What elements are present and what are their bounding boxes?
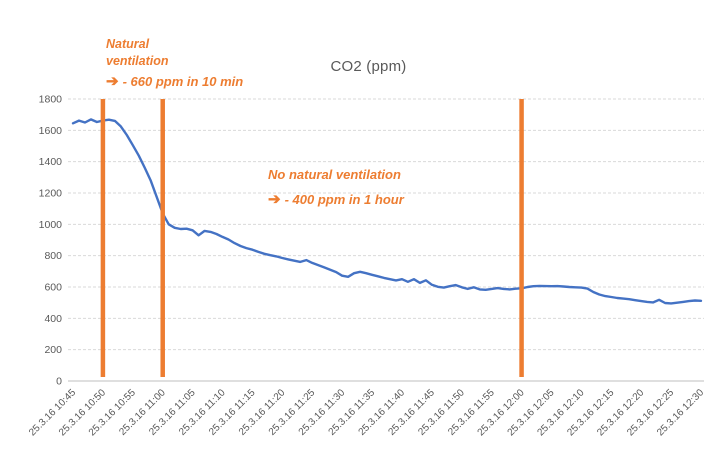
co2-series-line (71, 118, 703, 305)
y-axis-tick-label: 600 (44, 282, 62, 294)
y-axis-tick-label: 0 (56, 376, 62, 388)
annotation-text-line: Natural (106, 37, 150, 51)
y-axis-tick-label: 1800 (39, 94, 63, 106)
ventilation-event-marker-bar (519, 99, 524, 377)
y-axis-tick-label: 1600 (39, 125, 63, 137)
chart-title: CO2 (ppm) (330, 58, 407, 75)
ventilation-event-marker-bar (100, 99, 106, 377)
annotation-natural-ventilation: Natural ventilation ➔ - 660 ppm in 10 mi… (106, 36, 243, 89)
annotation-text-line: ventilation (106, 54, 169, 68)
annotation-detail: - 660 ppm in 10 min (122, 74, 244, 89)
right-arrow-icon: ➔ (106, 73, 119, 90)
y-axis-tick-label: 800 (44, 250, 62, 262)
annotation-no-natural-ventilation: No natural ventilation ➔ - 400 ppm in 1 … (268, 166, 404, 207)
annotation-text-line: No natural ventilation (268, 167, 401, 182)
y-axis-tick-label: 1000 (39, 219, 63, 231)
y-axis-tick-label: 1400 (39, 156, 63, 168)
ventilation-event-marker-bar (160, 99, 165, 377)
y-axis-tick-label: 200 (44, 344, 62, 356)
annotation-detail: - 400 ppm in 1 hour (284, 192, 404, 207)
right-arrow-icon: ➔ (268, 191, 281, 208)
y-axis-tick-label: 400 (44, 313, 62, 325)
y-axis-tick-label: 1200 (39, 188, 63, 200)
